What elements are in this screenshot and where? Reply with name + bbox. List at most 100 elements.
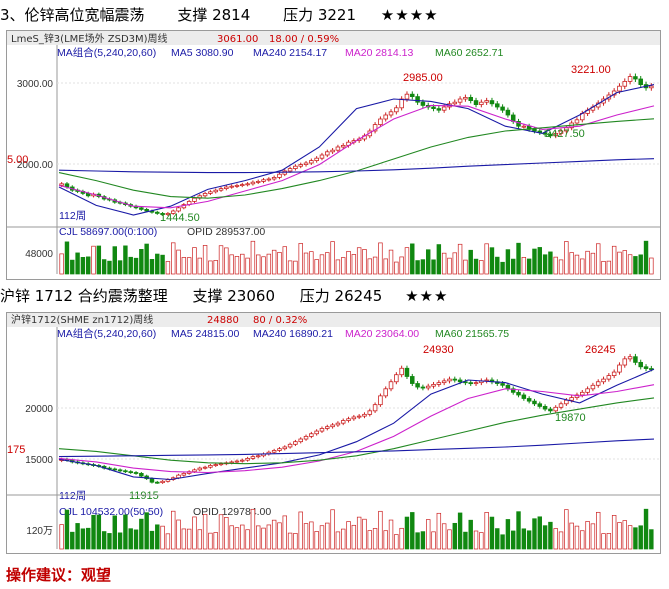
volume-bar — [590, 523, 596, 550]
candle-body — [441, 106, 447, 111]
volume-bar — [399, 527, 404, 550]
volume-tick-label: 120万 — [26, 526, 53, 537]
chart-price-change: 80 / 0.32% — [253, 315, 307, 326]
volume-bar — [341, 257, 346, 275]
volume-bar — [436, 512, 442, 550]
volume-bar — [505, 249, 511, 275]
volume-bar — [128, 256, 133, 275]
volume-bar — [171, 242, 176, 275]
candle-body — [266, 178, 272, 181]
volume-bar — [638, 254, 643, 275]
section1-support: 支撑 2814 — [177, 6, 251, 24]
volume-bar — [372, 256, 378, 275]
candle-body — [309, 160, 314, 164]
volume-bar — [431, 259, 436, 275]
ma-legend-item: MA组合(5,240,20,60) — [57, 327, 156, 340]
candle-body — [181, 472, 187, 476]
candle-body — [155, 211, 160, 214]
volume-bar — [282, 515, 287, 550]
volume-bar — [165, 533, 171, 550]
candle-body — [144, 208, 149, 212]
volume-bar — [521, 256, 527, 275]
volume-bar — [155, 253, 160, 275]
candle-body — [378, 118, 383, 125]
candle-body — [149, 478, 155, 483]
volume-bar — [484, 512, 489, 550]
ma-legend-item: MA20 2814.13 — [345, 47, 413, 59]
candle-body — [622, 358, 628, 366]
candle-body — [319, 154, 325, 159]
volume-bar — [596, 511, 601, 550]
candle-body — [224, 186, 229, 190]
candle-body — [617, 364, 622, 373]
ma-line-ma5 — [58, 368, 655, 481]
volume-bar — [112, 246, 117, 275]
volume-bar — [542, 525, 548, 550]
chart-last-price: 24880 — [207, 315, 239, 326]
candle-body — [335, 146, 341, 151]
ma-legend-item: MA240 2154.17 — [253, 47, 327, 59]
volume-bar — [293, 533, 298, 550]
section2-rating-stars: ★★★ — [405, 287, 449, 305]
candle-body — [139, 472, 144, 477]
candle-body — [346, 418, 351, 421]
price-annotation: 175 — [7, 444, 25, 456]
volume-bar — [181, 257, 187, 275]
candle-body — [441, 380, 447, 384]
volume-bar — [202, 245, 208, 275]
section1-title: 3、伦锌高位宽幅震荡 — [0, 6, 145, 24]
candle-body — [255, 180, 261, 183]
volume-bar — [564, 241, 569, 275]
volume-bar — [447, 257, 452, 275]
volume-bar — [473, 530, 479, 550]
candle-body — [394, 107, 399, 113]
volume-bar — [415, 532, 420, 550]
volume-bar — [351, 254, 357, 275]
candle-body — [633, 356, 638, 363]
volume-bar — [548, 521, 553, 550]
price-annotation: 11915 — [129, 490, 159, 502]
volume-bar — [293, 260, 298, 275]
volume-bar — [213, 532, 218, 550]
candle-body — [569, 397, 574, 401]
volume-bar — [229, 254, 234, 275]
volume-bar — [606, 533, 612, 550]
volume-bar — [117, 532, 123, 550]
candle-body — [356, 415, 362, 418]
candle-body — [564, 399, 569, 405]
candle-body — [553, 406, 558, 412]
volume-bar — [287, 260, 293, 275]
candle-body — [234, 184, 240, 187]
volume-bar — [372, 528, 378, 550]
candle-body — [197, 467, 203, 471]
ma-line-ma240 — [58, 158, 655, 174]
volume-bar — [383, 530, 388, 550]
candle-body — [436, 108, 442, 111]
section2-title: 沪锌 1712 合约震荡整理 — [0, 287, 168, 305]
volume-bar — [537, 247, 542, 275]
candle-body — [208, 191, 213, 194]
volume-bar — [388, 249, 394, 275]
candle-body — [553, 133, 558, 137]
candle-body — [558, 403, 564, 408]
candle-body — [410, 376, 415, 384]
price-annotation: 5.00 — [7, 154, 28, 166]
candle-body — [319, 428, 325, 432]
volume-bar — [585, 250, 590, 275]
volume-bar — [404, 247, 410, 275]
candle-body — [548, 408, 553, 412]
volume-bar — [601, 533, 606, 550]
candle-body — [420, 386, 426, 389]
volume-bar — [410, 243, 415, 275]
volume-bar — [86, 527, 91, 550]
ma-line-ma20 — [58, 104, 655, 209]
volume-bar — [463, 259, 468, 275]
volume-bar — [133, 529, 139, 550]
price-annotation: 2427.50 — [545, 128, 585, 140]
volume-bar — [516, 511, 521, 550]
candle-body — [250, 181, 256, 185]
candle-body — [255, 455, 261, 458]
volume-bar — [500, 534, 505, 550]
volume-bar — [149, 259, 155, 275]
volume-bar — [335, 531, 341, 550]
